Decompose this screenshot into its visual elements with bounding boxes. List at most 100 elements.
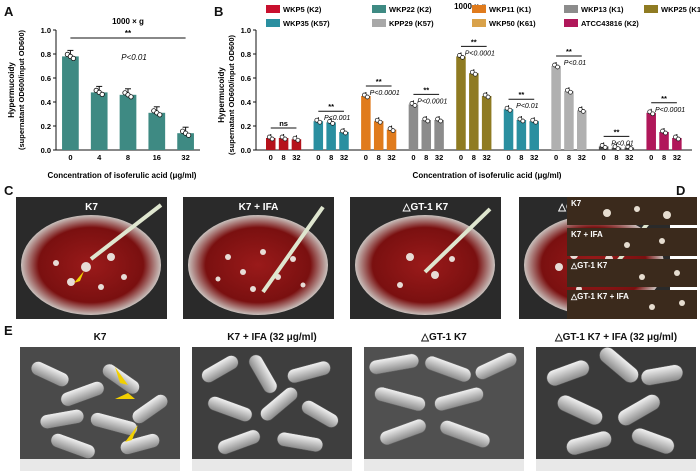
chart-b-bar <box>516 120 527 150</box>
panel-letter-d: D <box>676 183 686 198</box>
strip-photos <box>567 197 697 319</box>
plate-label-k7: K7 <box>85 202 98 213</box>
chart-b-legend-label: WKP25 (K1) <box>661 5 700 14</box>
plate-k7 <box>16 197 167 319</box>
chart-b-sig: ** <box>328 102 334 111</box>
chart-b-bar <box>266 138 276 150</box>
chart-b-sig: ** <box>423 85 429 94</box>
chart-b-xtick-label: 0 <box>411 153 415 162</box>
chart-b-ytick-label: 0.6 <box>241 74 251 83</box>
chart-b-pvalue: P<0.01 <box>611 140 633 147</box>
chart-b-point <box>602 145 608 150</box>
chart-b-bar <box>659 132 669 150</box>
chart-b-xtick-label: 32 <box>482 153 490 162</box>
chart-b-ytick-label: 0.2 <box>241 122 251 131</box>
chart-b-xtick-label: 8 <box>377 153 381 162</box>
chart-b-point <box>438 118 443 124</box>
chart-a-ylabel-1: Hypermucoidy <box>7 62 16 118</box>
chart-b-xtick-label: 8 <box>519 153 523 162</box>
chart-a-point <box>186 132 192 138</box>
chart-b-xtick-label: 8 <box>567 153 571 162</box>
sem-title-gt1-k7-ifa: △GT-1 K7 + IFA (32 μg/ml) <box>554 332 678 343</box>
chart-b-bar <box>386 129 397 150</box>
plate-k7-ifa <box>183 197 334 319</box>
chart-b-pvalue: P<0.0001 <box>465 50 495 57</box>
chart-a-annotation: P<0.01 <box>121 53 147 62</box>
chart-b-sig: ** <box>518 90 524 99</box>
chart-a-ytick-label: 0.2 <box>41 122 51 131</box>
chart-a-ytick-label: 0.4 <box>41 98 52 107</box>
chart-b-bar <box>434 120 444 150</box>
chart-b-legend-label: KPP29 (K57) <box>389 19 434 28</box>
chart-b-point <box>520 118 526 124</box>
chart-b-sig: ** <box>376 77 382 86</box>
chart-b-bar <box>278 138 289 150</box>
plate-label-k7-ifa: K7 + IFA <box>238 202 279 213</box>
chart-b-point <box>507 107 513 113</box>
arrow-icon <box>115 367 128 385</box>
sem-image-k7 <box>20 347 180 471</box>
chart-b-xlabel: Concentration of isoferulic acid (μg/ml) <box>413 171 562 180</box>
chart-b-sig: ** <box>471 37 477 46</box>
sem-images <box>20 347 696 471</box>
chart-b-bar <box>291 139 302 150</box>
chart-b-bar <box>313 121 324 150</box>
chart-b-bar <box>481 96 492 150</box>
panel-letter-a: A <box>4 4 14 19</box>
chart-a: Hypermucoidy (supernatant OD600/input OD… <box>7 17 200 180</box>
chart-b-pvalue: P<0.0001 <box>655 107 685 114</box>
chart-b-bar <box>339 132 349 150</box>
plate-label-gt1-k7: △GT-1 K7 <box>402 202 449 213</box>
chart-b-xtick-label: 0 <box>364 153 368 162</box>
chart-b-pvalue: P<0.0001 <box>417 98 447 105</box>
strip-label-k7-ifa: K7 + IFA <box>571 230 603 239</box>
chart-b-legend-label: WKP22 (K2) <box>389 5 432 14</box>
chart-b-sig: ns <box>279 119 288 128</box>
chart-b-bar <box>564 91 574 150</box>
chart-b-xtick-label: 0 <box>649 153 653 162</box>
strip-label-gt1-k7-ifa: △GT-1 K7 + IFA <box>571 292 629 301</box>
chart-b-legend-swatch <box>266 19 280 27</box>
chart-b-xtick-label: 0 <box>554 153 558 162</box>
chart-b-point <box>425 118 431 124</box>
chart-b-xtick-label: 32 <box>673 153 681 162</box>
chart-a-ytick-label: 0.8 <box>41 50 51 59</box>
chart-b-xtick-label: 8 <box>662 153 666 162</box>
strip-label-k7: K7 <box>571 199 582 208</box>
panel-letter-b: B <box>214 4 224 19</box>
chart-b-point <box>390 128 396 133</box>
chart-b-legend-swatch <box>266 5 280 13</box>
sem-image-gt1-k7-ifa <box>536 347 696 471</box>
chart-b-xtick-label: 32 <box>625 153 633 162</box>
chart-b-point <box>317 119 323 125</box>
chart-b-legend-swatch <box>472 19 486 27</box>
chart-b-xtick-label: 8 <box>329 153 333 162</box>
chart-b-ylabel-1: Hypermucoidy <box>217 67 226 123</box>
chart-b-legend-label: WKP35 (K57) <box>283 19 330 28</box>
chart-b-sig: ** <box>566 47 572 56</box>
chart-b-ylabel-2: (supernatant OD600/input OD600) <box>227 34 236 155</box>
sem-title-k7-ifa: K7 + IFA (32 μg/ml) <box>227 332 317 343</box>
chart-b-bar <box>551 66 561 150</box>
chart-a-xtick-label: 32 <box>181 153 189 162</box>
chart-b-legend-swatch <box>644 5 658 13</box>
chart-b-xtick-label: 0 <box>602 153 606 162</box>
chart-b-point <box>485 94 491 100</box>
chart-a-point <box>157 112 163 118</box>
chart-b-bar <box>408 104 419 150</box>
chart-b-title: 1000 × g <box>454 2 486 11</box>
chart-b-bar <box>326 122 336 150</box>
chart-b-bar <box>421 120 432 150</box>
chart-b-legend-label: WKP50 (K61) <box>489 19 536 28</box>
chart-b-legend-swatch <box>372 19 386 27</box>
chart-b-point <box>580 109 586 114</box>
chart-b-xtick-label: 8 <box>424 153 428 162</box>
chart-b-point <box>472 71 478 77</box>
chart-b-bar <box>577 110 587 150</box>
chart-b-sig: ** <box>661 94 667 103</box>
plate-gt1-k7 <box>350 197 501 319</box>
chart-b-pvalue: P<0.001 <box>324 115 350 122</box>
sem-title-gt1-k7: △GT-1 K7 <box>421 332 467 343</box>
chart-b-bar <box>529 121 539 150</box>
chart-b-xtick-label: 32 <box>435 153 443 162</box>
